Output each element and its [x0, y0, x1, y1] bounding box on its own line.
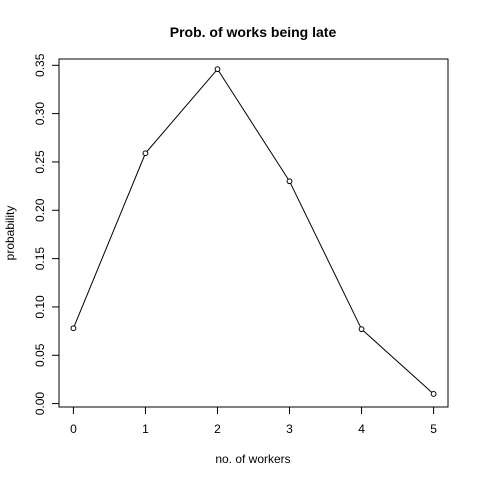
data-point — [70, 325, 77, 332]
x-tick-label: 2 — [214, 422, 221, 436]
x-tick-label: 3 — [286, 422, 293, 436]
data-point — [286, 178, 293, 185]
x-tick-label: 1 — [142, 422, 149, 436]
series-line-segment — [145, 68, 218, 154]
series-line-segment — [72, 153, 146, 329]
y-tick-label: 0.15 — [33, 247, 47, 271]
data-point — [142, 150, 149, 157]
y-tick-label: 0.25 — [33, 150, 47, 174]
x-tick-label: 4 — [358, 422, 365, 436]
y-tick-label: 0.10 — [33, 295, 47, 319]
y-tick-label: 0.30 — [33, 102, 47, 126]
series-line-segment — [361, 328, 434, 395]
x-axis-label: no. of workers — [215, 452, 290, 466]
y-axis: 0.00 0.05 0.10 0.15 0.20 0.25 0.30 0.35 — [33, 53, 60, 416]
x-axis: 0 1 2 3 4 5 — [70, 406, 437, 436]
y-axis-label: probability — [3, 206, 17, 261]
chart-title: Prob. of works being late — [170, 24, 337, 40]
series-line-segment — [289, 181, 363, 330]
x-tick-label: 5 — [430, 422, 437, 436]
y-tick-label: 0.05 — [33, 343, 47, 367]
series-line-segment — [217, 68, 290, 182]
data-point — [430, 391, 437, 397]
data-point — [358, 326, 365, 333]
y-tick-label: 0.00 — [33, 392, 47, 416]
data-series — [70, 66, 437, 397]
data-point — [214, 66, 221, 73]
y-tick-label: 0.35 — [33, 53, 47, 77]
x-tick-label: 0 — [70, 422, 77, 436]
y-tick-label: 0.20 — [33, 198, 47, 222]
